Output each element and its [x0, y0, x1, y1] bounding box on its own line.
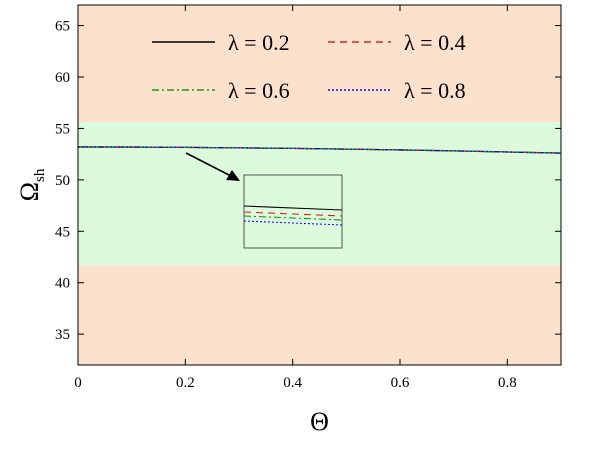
plot-frame [77, 4, 562, 366]
y-tick-label: 35 [55, 327, 70, 343]
x-tick-label: 0.8 [498, 375, 517, 391]
x-tick-label: 0.6 [391, 375, 410, 391]
y-axis-title-main: Ω [15, 182, 44, 201]
y-tick-label: 60 [55, 70, 70, 86]
y-tick-label: 65 [55, 19, 70, 35]
series-lines [77, 146, 562, 154]
inset-line-2 [243, 215, 343, 221]
y-tick-label: 55 [55, 121, 70, 137]
inset-line-1 [243, 211, 343, 217]
legend-label-3: λ = 0.8 [404, 78, 466, 103]
zoom-arrow [185, 152, 240, 181]
series-line-3 [77, 146, 562, 154]
x-tick-label: 0.2 [176, 375, 195, 391]
arrow-head [226, 170, 240, 181]
y-axis-title-subscript: sh [32, 168, 48, 182]
y-tick-label: 45 [55, 224, 70, 240]
inset-line-0 [243, 205, 343, 211]
y-tick-label: 50 [55, 173, 70, 189]
axis-ticks: 0 0.2 0.4 0.6 0.8 35 40 45 50 55 60 65 [55, 5, 561, 391]
band-1 [78, 122, 561, 266]
arrow-shaft [185, 152, 232, 177]
legend-label-2: λ = 0.6 [228, 78, 290, 103]
inset-frame [243, 174, 343, 249]
zoom-inset [243, 174, 343, 249]
x-tick-label: 0 [74, 375, 82, 391]
x-axis-title: Θ [310, 407, 329, 436]
legend: λ = 0.2 λ = 0.4 λ = 0.6 λ = 0.8 [152, 30, 466, 103]
y-axis-title: Ωsh [15, 168, 48, 201]
band-2 [78, 5, 561, 123]
x-tick-label: 0.4 [283, 375, 302, 391]
legend-label-1: λ = 0.4 [404, 30, 466, 55]
background-bands [78, 5, 561, 365]
y-tick-label: 40 [55, 276, 70, 292]
band-0 [78, 265, 561, 365]
legend-label-0: λ = 0.2 [228, 30, 290, 55]
inset-line-3 [243, 220, 343, 226]
